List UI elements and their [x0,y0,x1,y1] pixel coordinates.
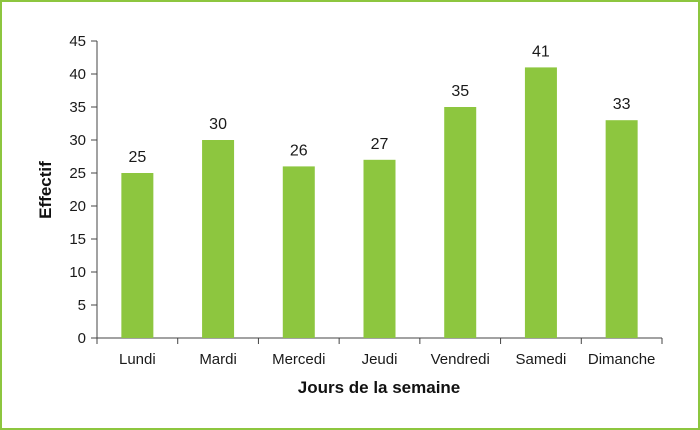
y-tick-label: 15 [69,231,86,248]
x-tick-label: Dimanche [588,351,656,368]
x-tick-label: Mercedi [272,351,325,368]
x-tick-label: Mardi [199,351,237,368]
y-tick-label: 20 [69,198,86,215]
y-tick-label: 0 [78,330,86,347]
data-label: 27 [371,136,389,153]
data-label: 33 [613,96,631,113]
x-tick-label: Lundi [119,351,156,368]
y-tick-label: 40 [69,66,86,83]
data-labels: 25 30 26 27 35 41 33 [128,43,630,166]
data-label: 26 [290,142,308,159]
y-tick-label: 5 [78,297,86,314]
data-label: 35 [451,83,469,100]
bar-mercedi [282,166,315,338]
data-label: 25 [128,149,146,166]
x-tick-label: Samedi [515,351,566,368]
y-tick-label: 35 [69,99,86,116]
x-tick-label: Vendredi [431,351,490,368]
y-axis-title: Effectif [36,161,55,219]
bars [121,67,638,339]
y-axis: 0 5 10 15 20 25 30 35 40 45 [69,33,98,347]
x-axis-title: Jours de la semaine [298,378,461,397]
bar-samedi [524,67,557,339]
x-tick-label: Jeudi [362,351,398,368]
y-tick-label: 10 [69,264,86,281]
bar-jeudi [363,159,396,338]
data-label: 30 [209,116,227,133]
bar-dimanche [605,120,638,338]
y-tick-label: 45 [69,33,86,50]
x-axis: Lundi Mardi Mercedi Jeudi Vendredi Samedi Dima… [96,337,663,368]
bar-lundi [121,173,154,338]
data-label: 41 [532,43,550,60]
y-tick-label: 25 [69,165,86,182]
y-tick-label: 30 [69,132,86,149]
bar-mardi [202,140,235,338]
bar-vendredi [444,107,477,338]
